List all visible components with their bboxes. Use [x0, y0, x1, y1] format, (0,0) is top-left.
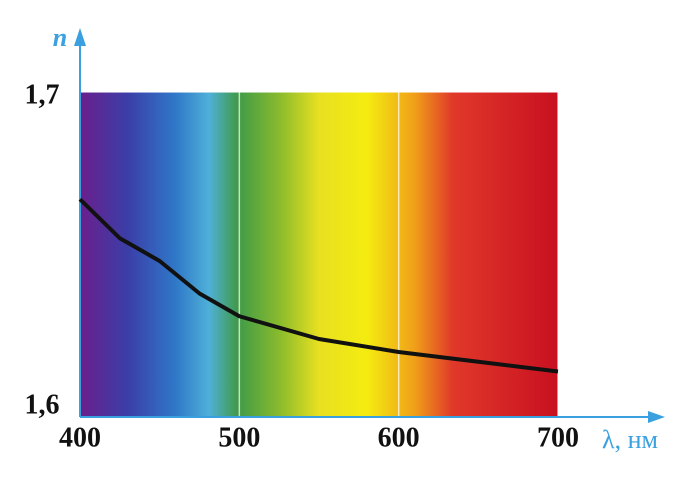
x-axis-arrow	[648, 411, 665, 423]
y-axis-arrow	[74, 28, 86, 46]
x-axis-label: λ, нм	[602, 425, 658, 454]
y-tick-label: 1,6	[25, 389, 60, 420]
x-tick-label: 500	[218, 422, 260, 453]
y-axis-label: n	[53, 23, 67, 52]
x-tick-label: 700	[537, 422, 579, 453]
x-tick-label: 400	[59, 422, 101, 453]
data-line	[78, 197, 559, 374]
y-tick-label: 1,7	[25, 79, 60, 110]
x-tick-label: 600	[378, 422, 420, 453]
